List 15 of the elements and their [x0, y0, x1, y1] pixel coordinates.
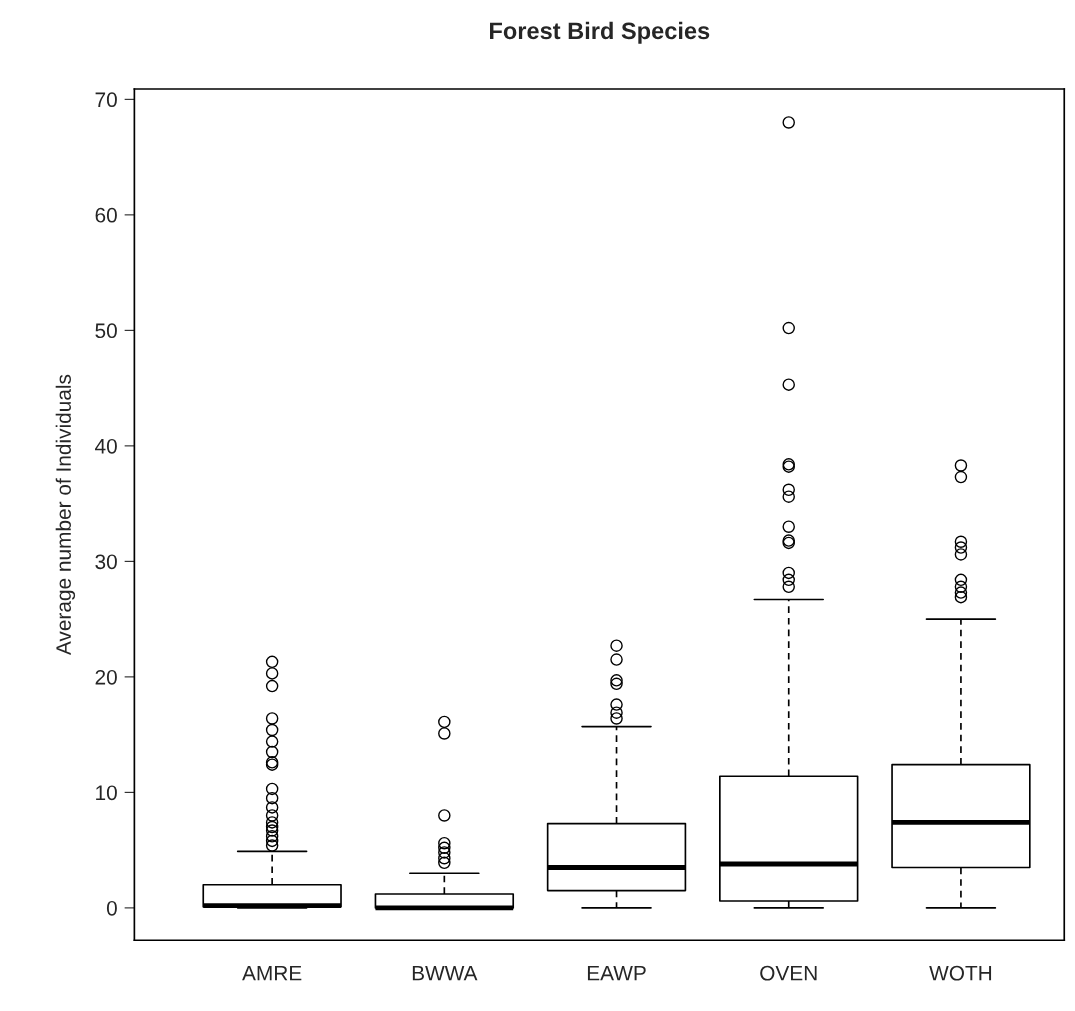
y-tick-label: 50	[95, 323, 117, 339]
y-tick-label: 30	[95, 554, 117, 570]
x-tick-label: EAWP	[587, 966, 646, 981]
y-tick-label: 40	[95, 438, 117, 454]
y-axis-title: Average number of Individuals	[55, 374, 76, 656]
y-tick-label: 0	[106, 900, 117, 916]
chart-title: Forest Bird Species	[490, 21, 710, 44]
y-tick-label: 20	[95, 669, 117, 685]
y-tick-label: 60	[95, 207, 117, 223]
y-tick-label: 10	[96, 785, 117, 801]
y-tick-label: 70	[95, 92, 117, 108]
x-tick-label: BWWA	[412, 966, 478, 981]
x-tick-label: AMRE	[242, 966, 302, 981]
x-tick-label: WOTH	[929, 965, 992, 981]
x-tick-label: OVEN	[760, 965, 817, 981]
